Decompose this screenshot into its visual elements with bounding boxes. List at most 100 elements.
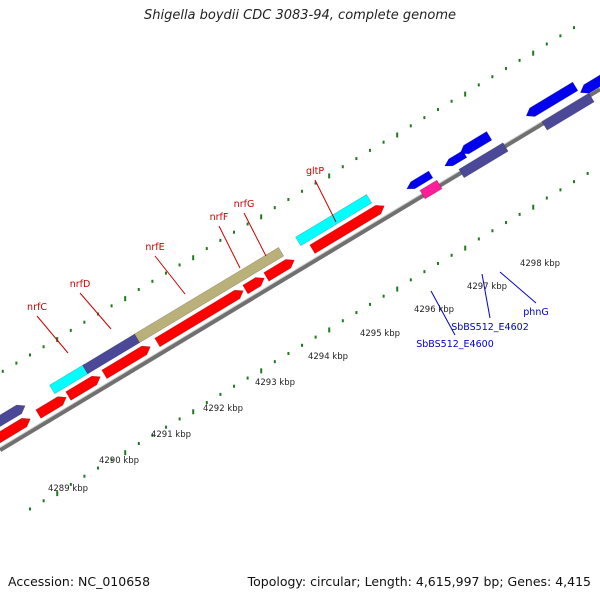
gene-label: SbBS512_E4600 <box>416 339 494 350</box>
gene-label: phnG <box>523 307 548 318</box>
inner-tick-mark <box>192 409 195 415</box>
gene-blue-edge <box>579 74 600 94</box>
gene-purple-a <box>0 404 26 428</box>
outer-tick-mark <box>192 255 195 261</box>
inner-tick-mark <box>246 376 249 380</box>
outer-tick-mark <box>491 75 494 79</box>
inner-tick-mark <box>301 343 304 347</box>
map-title: Shigella boydii CDC 3083-94, complete ge… <box>143 8 457 23</box>
gene-nrfA <box>0 417 31 444</box>
gene-nrfE-red <box>154 289 244 348</box>
inner-tick-mark <box>178 417 181 421</box>
inner-tick-mark <box>491 229 494 233</box>
inner-tick-mark <box>165 425 168 429</box>
outer-tick-mark <box>450 99 453 103</box>
leader-line <box>36 315 69 354</box>
inner-tick-mark <box>273 360 276 364</box>
outer-tick-mark <box>219 238 222 242</box>
inner-tick-row <box>29 171 589 511</box>
outer-tick-mark <box>42 345 45 349</box>
leader-line <box>79 292 112 330</box>
outer-tick-mark <box>273 206 276 210</box>
outer-tick-mark <box>287 197 290 201</box>
outer-tick-mark <box>69 328 72 332</box>
inner-tick-mark <box>573 180 576 184</box>
inner-tick-mark <box>205 401 208 405</box>
leader-line <box>499 271 537 304</box>
inner-tick-mark <box>56 491 59 497</box>
inner-tick-mark <box>532 204 535 210</box>
outer-tick-mark <box>382 140 385 144</box>
outer-tick-mark <box>83 320 86 324</box>
scale-label: 4297 kbp <box>467 282 507 292</box>
outer-tick-mark <box>572 26 575 30</box>
inner-tick-mark <box>341 319 344 323</box>
outer-tick-mark <box>205 247 208 251</box>
outer-tick-mark <box>328 173 331 179</box>
inner-tick-mark <box>314 335 317 339</box>
outer-tick-mark <box>110 304 113 308</box>
gene-SbBS512-blue-b <box>459 131 493 155</box>
leader-line <box>243 212 267 257</box>
gene-gltP-red <box>309 204 385 254</box>
inner-tick-mark <box>409 278 412 282</box>
gene-nrfC-red <box>65 375 101 401</box>
inner-tick-mark <box>233 384 236 388</box>
outer-tick-mark <box>436 107 439 111</box>
leader-line <box>154 255 186 295</box>
gene-features <box>0 74 600 444</box>
outer-tick-row <box>1 26 575 373</box>
scale-label: 4290 kbp <box>99 456 139 466</box>
outer-tick-mark <box>137 287 140 291</box>
inner-tick-mark <box>545 196 548 200</box>
inner-tick-mark <box>287 351 290 355</box>
outer-tick-mark <box>464 91 467 97</box>
inner-tick-mark <box>83 474 86 478</box>
outer-tick-mark <box>355 157 358 161</box>
inner-tick-mark <box>518 212 521 216</box>
scale-label: 4291 kbp <box>151 430 191 440</box>
gene-phnG-purple <box>458 142 509 179</box>
inner-tick-mark <box>382 294 385 298</box>
outer-tick-mark <box>151 279 154 283</box>
gene-label: gltP <box>306 166 324 177</box>
inner-tick-mark <box>505 221 508 225</box>
outer-tick-mark <box>246 222 249 226</box>
scale-label: 4294 kbp <box>308 352 348 362</box>
outer-tick-mark <box>124 296 127 302</box>
leader-line <box>430 290 456 336</box>
gene-label: SbBS512_E4602 <box>451 322 529 333</box>
gene-nrfD-red <box>101 345 151 380</box>
inner-tick-mark <box>477 237 480 241</box>
inner-tick-mark <box>586 171 589 175</box>
inner-tick-mark <box>328 327 331 333</box>
outer-tick-mark <box>423 116 426 120</box>
outer-tick-mark <box>341 165 344 169</box>
outer-tick-mark <box>164 271 167 275</box>
gene-SbBS512-E4600-blue <box>406 170 434 190</box>
inner-tick-mark <box>124 450 127 456</box>
outer-tick-mark <box>518 58 521 62</box>
leader-line <box>218 225 241 269</box>
inner-tick-mark <box>260 368 263 374</box>
outer-tick-mark <box>545 42 548 46</box>
gene-label: nrfF <box>210 212 229 223</box>
gene-blue-right <box>525 81 579 117</box>
gene-nrfE-olive <box>134 246 285 344</box>
inner-tick-mark <box>355 311 358 315</box>
inner-tick-mark <box>151 433 154 437</box>
outer-tick-mark <box>559 34 562 38</box>
outer-tick-mark <box>504 67 507 71</box>
genome-backbone <box>0 86 600 452</box>
scale-label: 4295 kbp <box>360 329 400 339</box>
gene-label: nrfG <box>234 199 255 210</box>
inner-tick-mark <box>437 261 440 265</box>
gene-label: nrfC <box>27 302 47 313</box>
outer-tick-mark <box>396 132 399 138</box>
outer-tick-mark <box>178 263 181 267</box>
scale-label: 4289 kbp <box>48 484 88 494</box>
gene-label: nrfD <box>70 279 91 290</box>
gene-SbBS512-E4602-blue <box>444 150 468 167</box>
scale-label: 4298 kbp <box>520 259 560 269</box>
inner-tick-mark <box>219 392 222 396</box>
